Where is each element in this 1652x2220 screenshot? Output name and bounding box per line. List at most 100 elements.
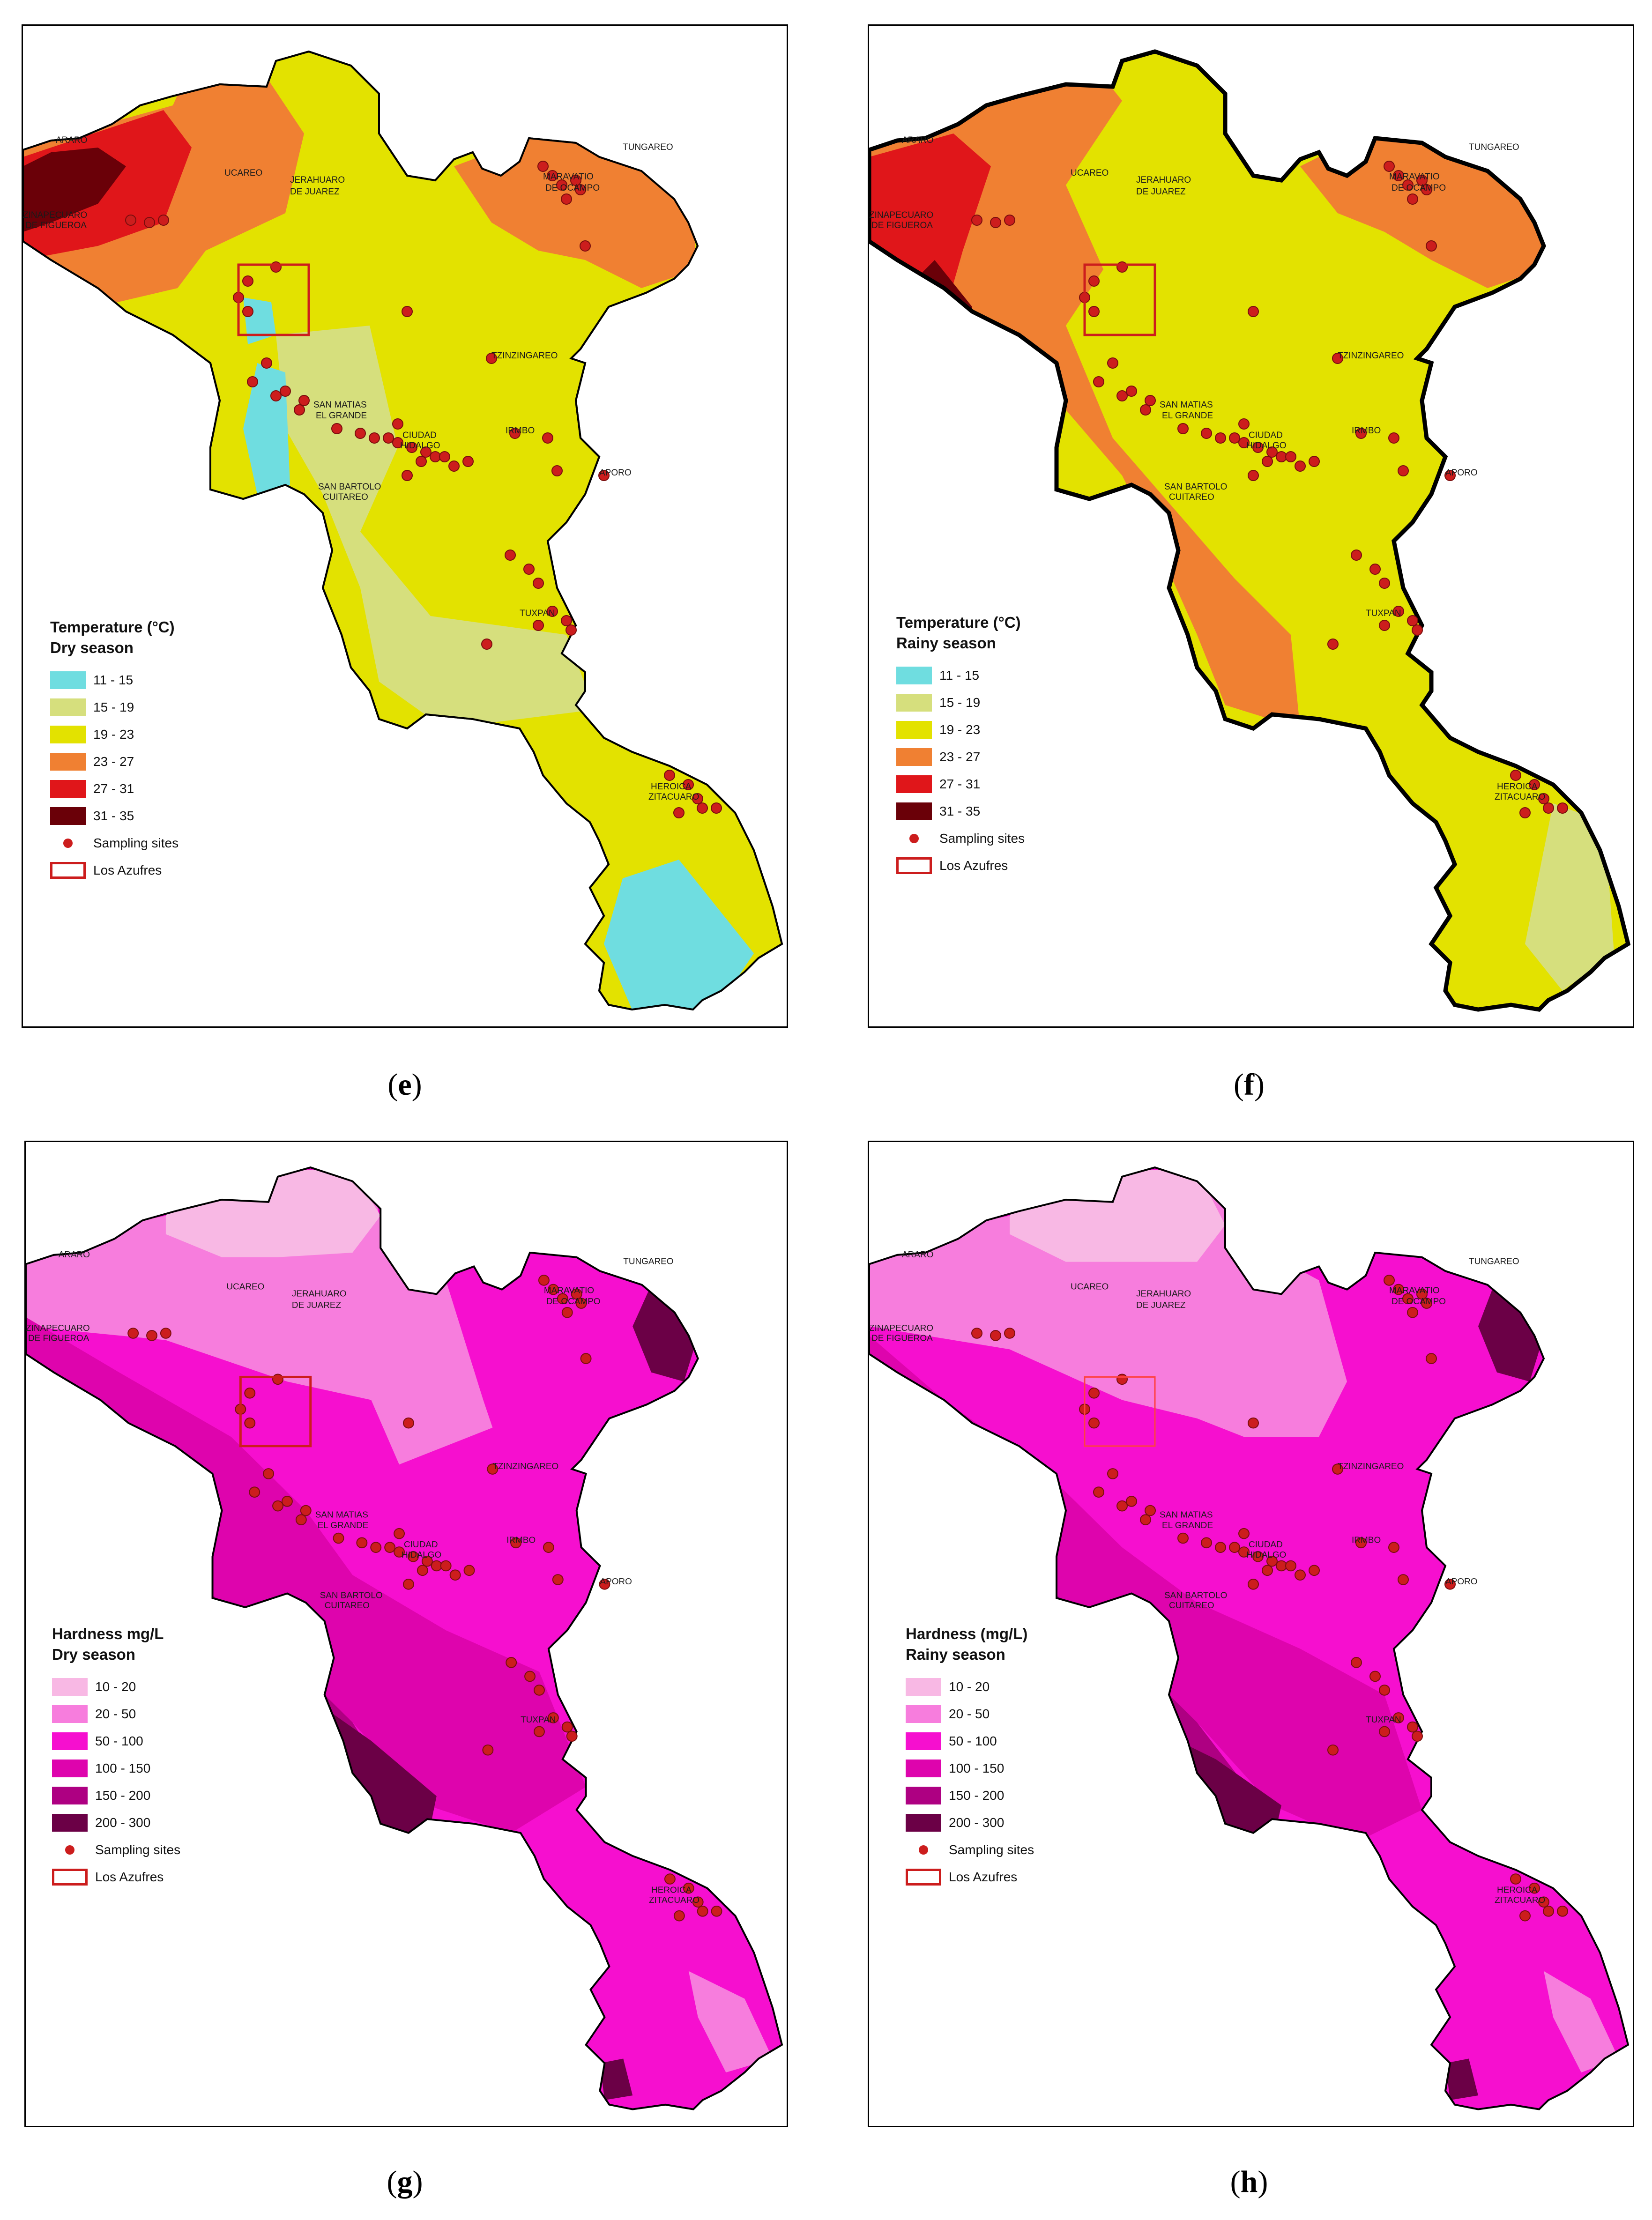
sampling-site-marker [392, 437, 403, 448]
sampling-site-marker [538, 1275, 550, 1286]
sampling-site-marker [247, 376, 258, 387]
sampling-site-marker [295, 1514, 307, 1525]
sampling-site-marker [1145, 395, 1156, 406]
sampling-site-marker [1004, 1328, 1015, 1339]
sampling-site-marker [370, 1542, 382, 1553]
sampling-site-marker [1248, 306, 1259, 317]
sampling-site-marker [160, 1328, 171, 1339]
sampling-site-marker [417, 1565, 428, 1576]
town-label: ZITACUARO [1495, 1895, 1545, 1905]
panel-caption-g: (g) [387, 2165, 423, 2199]
town-label: TZINZINGAREO [492, 1461, 558, 1471]
sampling-site-marker [580, 1353, 592, 1364]
sampling-site-marker [1238, 1528, 1250, 1539]
town-label: ARARO [902, 1249, 934, 1259]
sampling-site-marker [298, 395, 310, 406]
sampling-site-marker [1444, 1579, 1456, 1590]
town-label: SAN MATIAS [315, 1509, 368, 1519]
town-label: HIDALGO [1246, 441, 1287, 451]
los-azufres-box [1084, 1376, 1156, 1447]
region-outline [869, 49, 1631, 1012]
map-e-svg: ARARO UCAREO JERAHUARO DE JUAREZ ZINAPECUARO… [23, 50, 783, 1011]
sampling-site-marker [1093, 1486, 1104, 1498]
sampling-site-marker [561, 1307, 573, 1318]
legend-row: 31 - 35 [896, 798, 1025, 825]
sampling-site-marker [1393, 1712, 1404, 1723]
town-label: CIUDAD [1249, 1539, 1283, 1549]
sampling-site-marker [557, 1293, 568, 1305]
town-label: SAN BARTOLO [318, 482, 381, 492]
sampling-site-marker [1201, 428, 1212, 439]
town-label: EL GRANDE [318, 1520, 369, 1530]
sampling-site-marker [1407, 1307, 1418, 1318]
legend-row: 15 - 19 [50, 694, 179, 721]
zone-10-20-north [1010, 1169, 1225, 1262]
zone-10-20-north [165, 1169, 381, 1257]
town-label: TUNGAREO [623, 1256, 673, 1266]
sampling-site-marker [575, 184, 586, 195]
sampling-site-marker [146, 1330, 157, 1341]
sampling-site-marker [1088, 1388, 1100, 1399]
town-label: SAN MATIAS [313, 400, 367, 410]
sampling-site-marker [1543, 802, 1554, 814]
zone-20-50-north [26, 1169, 493, 1465]
sampling-site-marker [1388, 1542, 1399, 1553]
sampling-site-marker [524, 1671, 536, 1682]
sampling-site-marker [1421, 184, 1432, 195]
sampling-site-marker [1285, 451, 1296, 462]
legend-subtitle: Rainy season [906, 1646, 1005, 1663]
sampling-site-marker [1327, 1744, 1339, 1756]
sampling-site-marker [481, 639, 492, 650]
sampling-site-marker [270, 261, 282, 273]
sampling-site-marker [1529, 779, 1540, 790]
town-label: SAN MATIAS [1160, 1509, 1213, 1519]
legend-row-box: Los Azufres [896, 852, 1025, 879]
legend-row: 23 - 27 [896, 743, 1025, 771]
sampling-site-marker [1529, 1882, 1540, 1894]
sampling-site-marker [1412, 1730, 1423, 1742]
map-panel-g: ARARO UCAREO JERAHUARO DE JUAREZ ZINAPECUARO… [24, 1141, 788, 2127]
legend-title: Hardness (mg/L) [906, 1625, 1028, 1642]
map-f-svg: ARARO UCAREO JERAHUARO DE JUAREZ ZINAPECUARO… [869, 49, 1631, 1012]
sampling-site-marker [561, 193, 572, 205]
sampling-site-marker [1398, 465, 1409, 476]
sampling-site-marker [1538, 1896, 1549, 1908]
town-label: CIUDAD [402, 431, 437, 440]
sampling-site-marker [575, 1298, 587, 1309]
town-label: SAN BARTOLO [1164, 482, 1227, 492]
sampling-site-marker [1557, 802, 1568, 814]
sampling-site-marker [1215, 1542, 1226, 1553]
sampling-sites [971, 161, 1568, 818]
sampling-site-marker [971, 215, 982, 226]
sampling-site-marker [1088, 306, 1100, 317]
sampling-site-marker [1093, 376, 1104, 387]
sampling-site-marker [1238, 418, 1250, 430]
town-label: EL GRANDE [1162, 411, 1213, 421]
sampling-site-marker [448, 460, 460, 472]
town-label: TUNGAREO [1469, 1256, 1519, 1266]
sampling-site-marker [547, 606, 558, 617]
town-label: CUITAREO [325, 1600, 370, 1610]
town-label: MARAVATIO [543, 172, 594, 182]
town-label: ZINAPECUARO [26, 1323, 90, 1333]
legend-title: Temperature (°C) [50, 618, 175, 636]
sampling-site-marker [249, 1486, 260, 1498]
sampling-site-marker [1266, 446, 1278, 458]
sampling-site-marker [1116, 1374, 1128, 1385]
sampling-site-marker [990, 1330, 1001, 1341]
town-label: SAN BARTOLO [320, 1590, 383, 1600]
zone-23-27-northeast [1300, 134, 1544, 288]
legend-row: 50 - 100 [52, 1728, 180, 1755]
sampling-site-marker [127, 1328, 139, 1339]
sampling-site-marker [280, 386, 291, 397]
legend: Hardness mg/L Dry season 10 - 20 20 - 50… [52, 1624, 180, 1891]
sampling-site-marker [355, 428, 366, 439]
sampling-site-marker [1229, 1542, 1240, 1553]
sampling-site-marker [1393, 606, 1404, 617]
sampling-site-marker [1107, 357, 1118, 369]
sampling-site-marker [1426, 1353, 1437, 1364]
town-label: APORO [1445, 468, 1478, 478]
map-g-svg: ARARO UCAREO JERAHUARO DE JUAREZ ZINAPECUARO… [26, 1166, 783, 2110]
sampling-site-marker [403, 1417, 414, 1429]
sampling-site-marker [1145, 1505, 1156, 1516]
